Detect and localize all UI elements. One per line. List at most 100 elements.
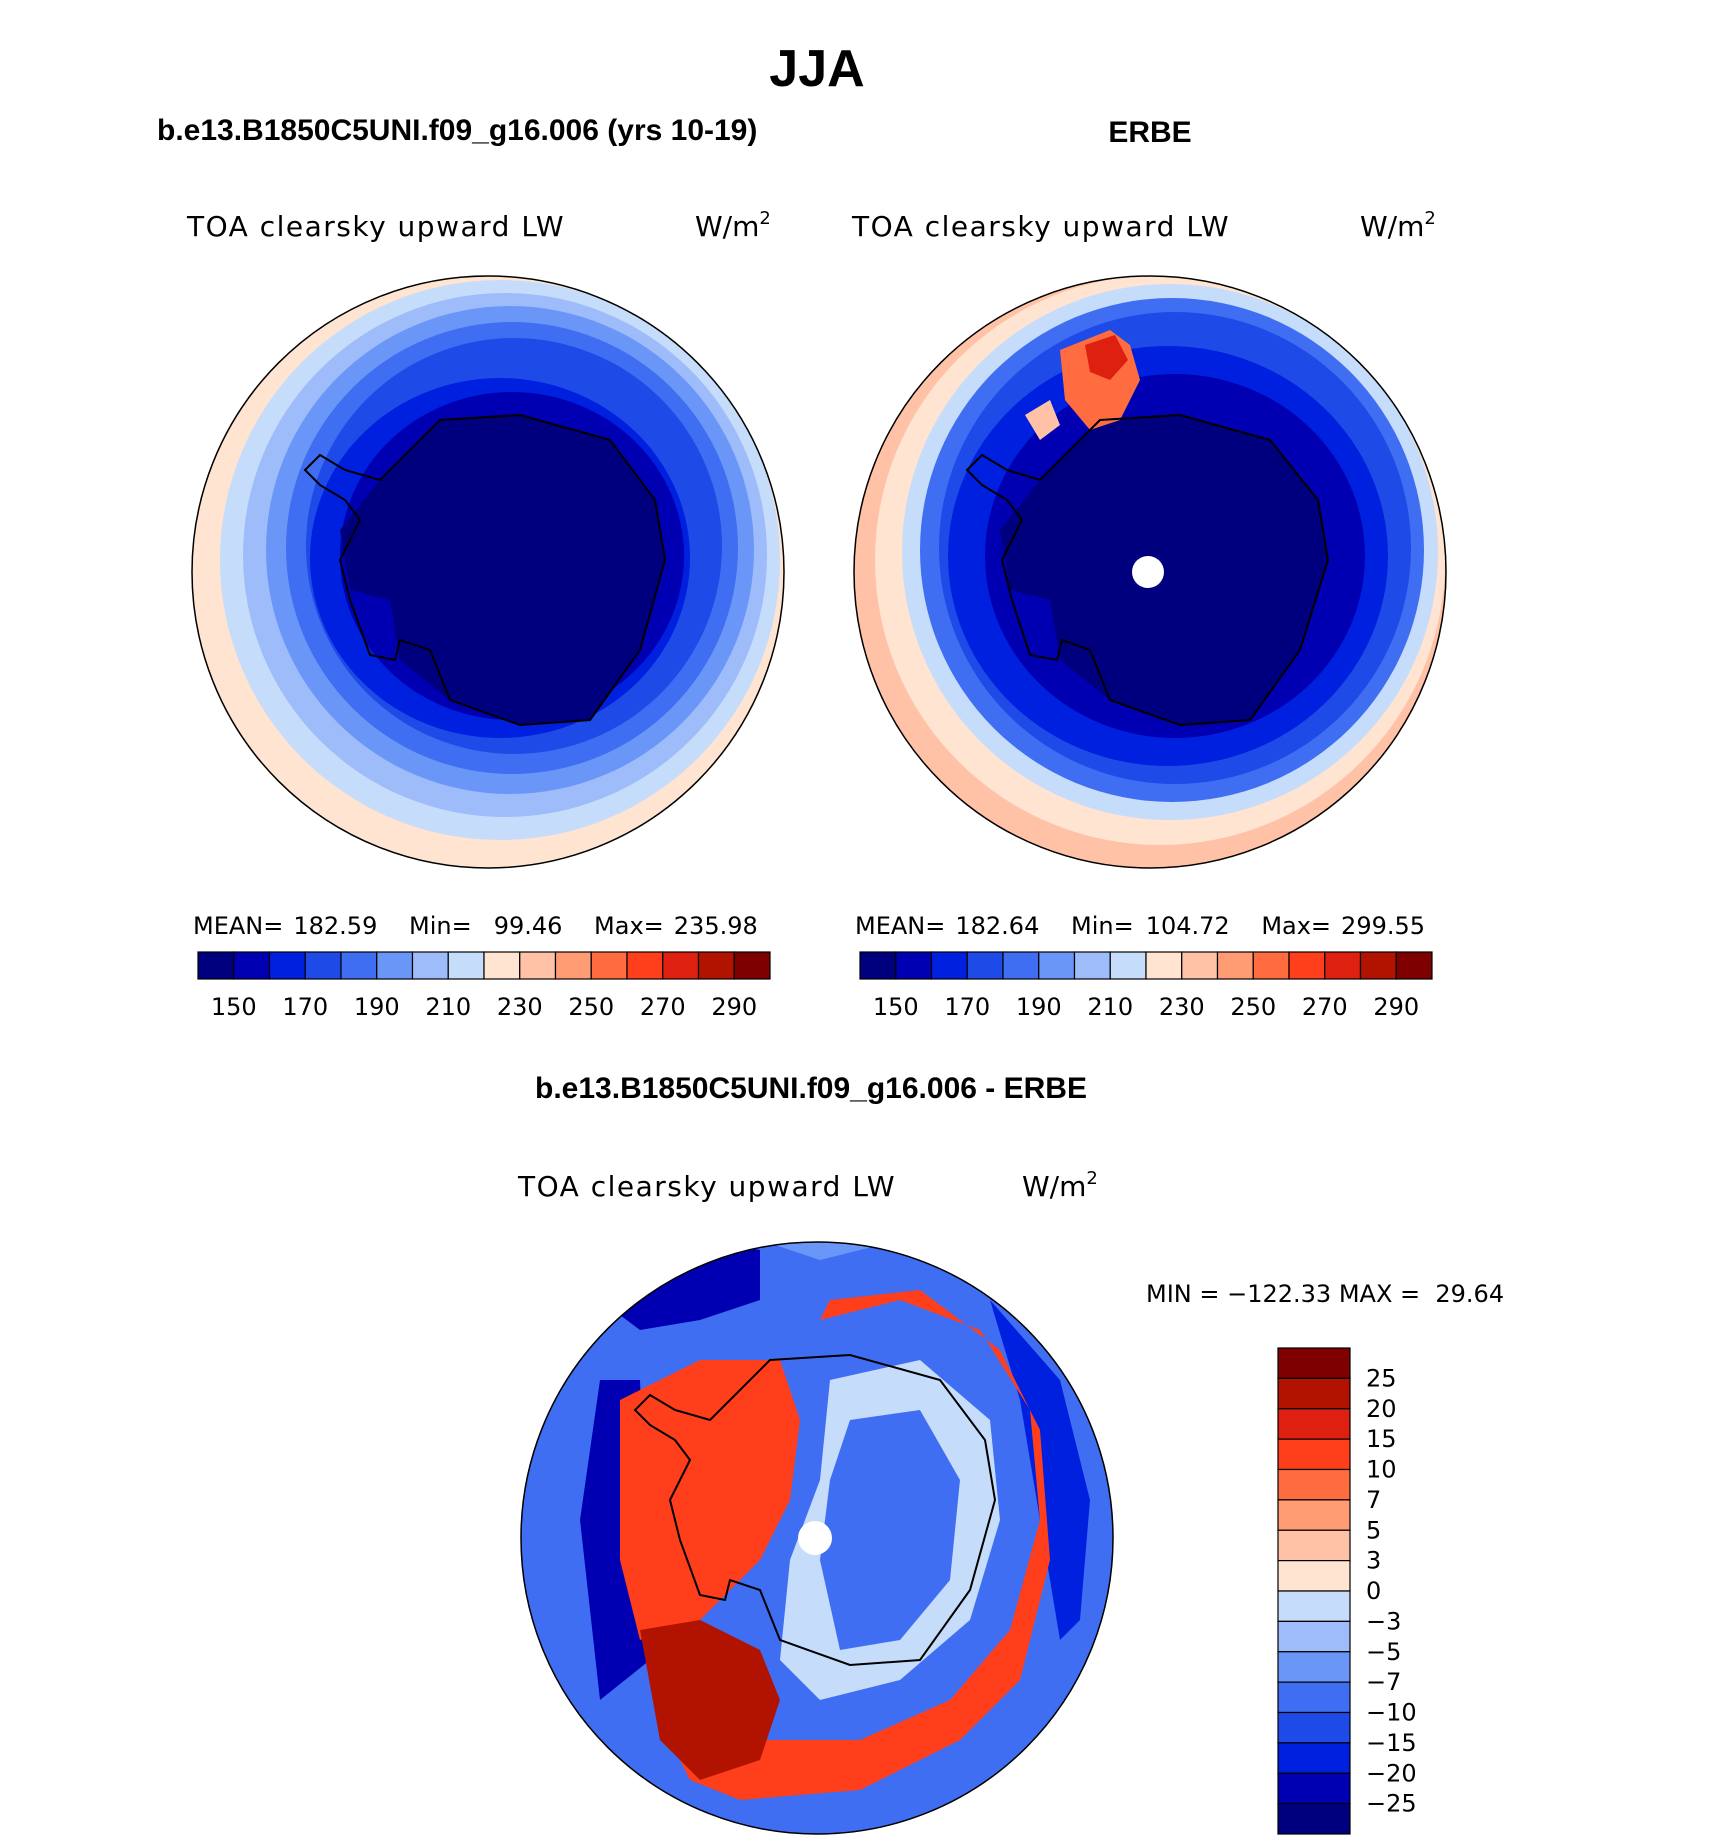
difference-colorbar-tick-label: −10 <box>1366 1699 1417 1727</box>
panel1-coastline <box>303 413 667 727</box>
difference-units: W/m2 <box>1022 1168 1098 1203</box>
difference-colorbar-swatch <box>1277 1377 1351 1410</box>
panel2-colorbar-swatch <box>1145 951 1183 980</box>
panel1-colorbar-swatch <box>483 951 521 980</box>
panel2-colorbar-swatch <box>1002 951 1040 980</box>
panel2-colorbar-swatch <box>1073 951 1111 980</box>
panel1-colorbar-tick-label: 270 <box>640 993 686 1021</box>
difference-colorbar-swatch <box>1277 1681 1351 1714</box>
difference-coastline <box>633 1353 997 1667</box>
panel1-colorbar-swatch <box>733 951 771 980</box>
panel2-colorbar-tick-label: 270 <box>1302 993 1348 1021</box>
difference-minmax: MIN = −122.33 MAX = 29.64 <box>1146 1280 1504 1308</box>
difference-colorbar-swatch <box>1277 1468 1351 1501</box>
panel2-colorbar-swatch <box>1288 951 1326 980</box>
panel1-colorbar-tick-label: 290 <box>711 993 757 1021</box>
difference-colorbar-swatch <box>1277 1590 1351 1622</box>
difference-colorbar-swatch <box>1277 1347 1351 1379</box>
panel2-colorbar-tick-label: 170 <box>944 993 990 1021</box>
panel2-units: W/m2 <box>1360 208 1436 243</box>
difference-colorbar-tick-label: 7 <box>1366 1486 1381 1514</box>
panel2-colorbar-swatch <box>1181 951 1219 980</box>
difference-colorbar-swatch <box>1277 1438 1351 1471</box>
panel2-colorbar: 150 170 190 210 230 250 270 290 <box>859 951 1433 1021</box>
panel2-colorbar-swatch <box>895 951 933 980</box>
difference-colorbar-swatch <box>1277 1772 1351 1805</box>
panel1-colorbar-swatch <box>554 951 592 980</box>
panel2-colorbar-swatch <box>859 951 897 980</box>
panel2-variable: TOA clearsky upward LW <box>851 210 1230 243</box>
panel1-colorbar-swatch <box>447 951 485 980</box>
difference-colorbar-tick-label: 0 <box>1366 1577 1381 1605</box>
panel1-colorbar-swatch <box>268 951 306 980</box>
panel2-colorbar-swatch <box>1038 951 1076 980</box>
difference-colorbar-swatch <box>1277 1560 1351 1592</box>
panel1-stats: MEAN= 182.59 Min= 99.46 Max= 235.98 <box>193 912 758 940</box>
panel2-colorbar-swatch <box>966 951 1004 980</box>
panel2-colorbar-swatch <box>1359 951 1397 980</box>
difference-colorbar-tick-label: −20 <box>1366 1759 1417 1787</box>
difference-colorbar-tick-label: 25 <box>1366 1364 1397 1392</box>
panel1-colorbar-swatch <box>233 951 271 980</box>
panel2-colorbar-tick-label: 230 <box>1159 993 1205 1021</box>
panel2-border <box>853 275 1447 869</box>
difference-colorbar-tick-label: 10 <box>1366 1456 1397 1484</box>
panel2-stats: MEAN= 182.64 Min= 104.72 Max= 299.55 <box>855 912 1425 940</box>
panel1-case-title: b.e13.B1850C5UNI.f09_g16.006 (yrs 10-19) <box>157 114 757 147</box>
difference-colorbar-swatch <box>1277 1742 1351 1774</box>
panel2-colorbar-tick-label: 190 <box>1016 993 1062 1021</box>
panel1-colorbar-swatch <box>697 951 735 980</box>
panel2-map <box>854 276 1446 868</box>
panel2-colorbar-tick-label: 250 <box>1230 993 1276 1021</box>
panel1-colorbar-swatch <box>340 951 378 980</box>
difference-colorbar-tick-label: 20 <box>1366 1395 1397 1423</box>
panel1-colorbar-swatch <box>662 951 700 980</box>
difference-colorbar-swatch <box>1277 1651 1351 1683</box>
difference-colorbar-tick-label: −7 <box>1366 1668 1401 1696</box>
difference-colorbar-tick-label: −25 <box>1366 1790 1417 1818</box>
difference-map <box>521 1242 1113 1834</box>
difference-colorbar-swatch <box>1277 1529 1351 1562</box>
panel1-colorbar-tick-label: 250 <box>568 993 614 1021</box>
panel1-colorbar-swatch <box>590 951 628 980</box>
panel1-colorbar-tick-label: 210 <box>425 993 471 1021</box>
panel2-colorbar-tick-label: 210 <box>1087 993 1133 1021</box>
panel1-border <box>191 275 785 869</box>
panel2-colorbar-swatch <box>1216 951 1254 980</box>
panel2-colorbar-swatch <box>1252 951 1290 980</box>
difference-colorbar-swatch <box>1277 1803 1351 1835</box>
panel1-colorbar-tick-label: 150 <box>211 993 257 1021</box>
difference-colorbar-tick-label: −3 <box>1366 1607 1401 1635</box>
difference-border <box>520 1241 1114 1835</box>
panel1-units: W/m2 <box>695 208 771 243</box>
difference-colorbar-tick-label: 15 <box>1366 1425 1397 1453</box>
panel1-map <box>192 276 784 868</box>
difference-colorbar-tick-label: 3 <box>1366 1547 1381 1575</box>
panel1-colorbar-swatch <box>519 951 557 980</box>
panel1-colorbar-tick-label: 230 <box>497 993 543 1021</box>
panel1-colorbar-tick-label: 170 <box>282 993 328 1021</box>
panel2-colorbar-swatch <box>930 951 968 980</box>
difference-case-title: b.e13.B1850C5UNI.f09_g16.006 - ERBE <box>535 1072 1087 1105</box>
panel2-colorbar-tick-label: 290 <box>1373 993 1419 1021</box>
panel1-colorbar-swatch <box>376 951 414 980</box>
panel2-colorbar-swatch <box>1395 951 1433 980</box>
difference-colorbar-swatch <box>1277 1711 1351 1744</box>
panel1-colorbar-swatch <box>626 951 664 980</box>
panel2-coastline <box>965 413 1330 727</box>
figure-title: JJA <box>769 40 864 98</box>
difference-variable: TOA clearsky upward LW <box>517 1170 896 1203</box>
panel1-variable: TOA clearsky upward LW <box>186 210 565 243</box>
difference-colorbar-swatch <box>1277 1408 1351 1440</box>
difference-colorbar-tick-label: −15 <box>1366 1729 1417 1757</box>
panel1-colorbar-swatch <box>304 951 342 980</box>
difference-colorbar-swatch <box>1277 1499 1351 1531</box>
difference-colorbar-tick-label: 5 <box>1366 1516 1381 1544</box>
panel2-colorbar-swatch <box>1109 951 1147 980</box>
panel2-colorbar-tick-label: 150 <box>873 993 919 1021</box>
panel1-colorbar-swatch <box>411 951 449 980</box>
difference-colorbar-tick-label: −5 <box>1366 1638 1401 1666</box>
panel1-colorbar: 150 170 190 210 230 250 270 290 <box>197 951 771 1021</box>
